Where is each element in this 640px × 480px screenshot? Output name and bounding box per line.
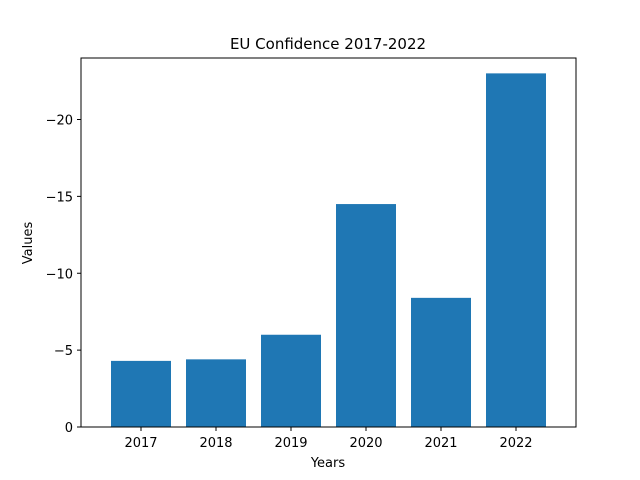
y-axis-ticks: 0 −5 −10 −15 −20 — [46, 114, 81, 436]
x-tick-label: 2017 — [124, 436, 157, 451]
x-tick-label: 2021 — [424, 436, 457, 451]
x-tick-label: 2018 — [199, 436, 232, 451]
bar-2018 — [186, 359, 246, 427]
x-axis-label: Years — [310, 456, 346, 471]
x-tick-label: 2020 — [349, 436, 382, 451]
plot-frame — [80, 57, 577, 428]
bar-2019 — [261, 334, 321, 427]
y-tick-label: −10 — [46, 267, 73, 282]
x-tick-label: 2019 — [274, 436, 307, 451]
x-tick-label: 2022 — [499, 436, 532, 451]
y-tick-label: −15 — [46, 190, 73, 205]
bars-group — [111, 73, 546, 427]
y-tick-label: −5 — [54, 344, 73, 359]
bar-2022 — [486, 73, 546, 427]
y-tick-label: −20 — [46, 114, 73, 129]
y-axis-label: Values — [21, 222, 36, 265]
bar-2020 — [336, 204, 396, 427]
x-axis-ticks: 2017 2018 2019 2020 2021 2022 — [124, 427, 533, 451]
y-tick-label: 0 — [65, 421, 73, 436]
chart-title: EU Confidence 2017-2022 — [230, 35, 426, 53]
bar-2017 — [111, 360, 171, 427]
bar-2021 — [411, 297, 471, 427]
